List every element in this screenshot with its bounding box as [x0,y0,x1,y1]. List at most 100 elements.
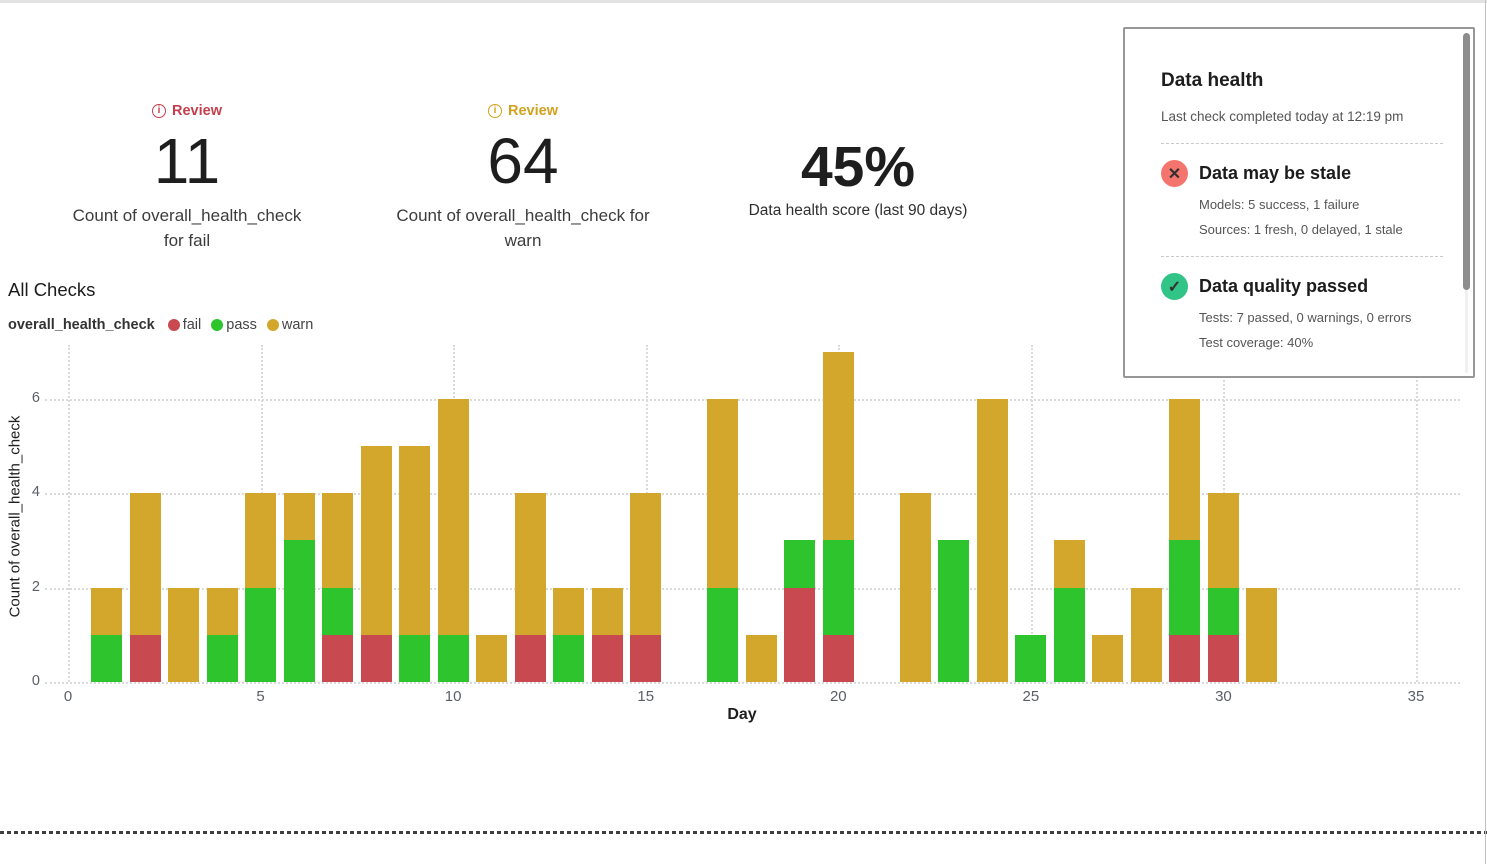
bar-day1-pass[interactable] [91,634,122,682]
bar-day20-warn[interactable] [822,351,854,541]
bar-day12-warn[interactable] [514,493,546,635]
gridline-y-6 [45,398,1460,401]
legend-label: fail [182,317,202,333]
kpi-label: Count of overall_health_check for warn [396,206,650,250]
bar-day22-warn[interactable] [899,493,931,682]
close-icon: ✕ [1161,160,1188,187]
bar-day8-warn[interactable] [360,446,392,635]
bar-day29-pass[interactable] [1169,540,1201,635]
bar-day6-warn[interactable] [283,493,315,541]
bar-day11-warn[interactable] [476,634,508,682]
pass-dot-icon [211,319,224,331]
check-icon: ✓ [1161,273,1188,300]
bar-day9-pass[interactable] [399,634,431,682]
bar-day18-warn[interactable] [745,634,777,682]
bar-day13-warn[interactable] [553,587,585,635]
bar-day14-warn[interactable] [591,587,623,635]
bar-day19-pass[interactable] [784,540,816,588]
data-quality-section: ✓ Data quality passed Tests: 7 passed, 0… [1161,273,1443,350]
bar-day6-pass[interactable] [283,540,315,682]
bar-day1-warn[interactable] [91,587,122,635]
bar-day4-warn[interactable] [206,587,238,635]
bar-day2-warn[interactable] [129,493,161,635]
bar-day25-pass[interactable] [1015,634,1047,682]
bar-day26-warn[interactable] [1053,540,1085,588]
legend-label: pass [226,317,257,333]
legend-item-fail[interactable]: fail [167,317,202,333]
review-badge-label: Review [508,103,558,119]
review-badge-label: Review [172,103,222,119]
review-badge-fail[interactable]: i Review [37,103,337,119]
legend-item-warn[interactable]: warn [266,317,313,333]
bar-day23-pass[interactable] [938,540,970,682]
kpi-value: 64 [487,125,559,197]
warn-dot-icon [266,319,279,331]
bar-day31-warn[interactable] [1246,587,1278,682]
bar-day4-pass[interactable] [206,634,238,682]
legend-title: overall_health_check [8,317,155,333]
panel-title: Data health [1161,70,1264,91]
panel-subtitle: Last check completed today at 12:19 pm [1161,109,1404,124]
chart-legend: overall_health_check fail pass warn [8,315,323,335]
kpi-warn-count: i Review 64 Count of overall_health_chec… [373,100,673,270]
bar-day13-pass[interactable] [553,634,585,682]
bar-day17-pass[interactable] [707,587,739,682]
y-tick-label: 6 [31,389,40,406]
gridline-x-25 [1030,345,1033,682]
y-tick-label: 4 [31,484,40,501]
bar-day7-warn[interactable] [322,493,354,588]
data-health-panel: Data health Last check completed today a… [1123,27,1475,378]
bar-day30-warn[interactable] [1207,493,1239,588]
legend-item-pass[interactable]: pass [211,317,257,333]
bar-day26-pass[interactable] [1053,587,1085,682]
bar-day20-fail[interactable] [822,634,854,682]
bar-day3-warn[interactable] [168,587,200,682]
bar-day2-fail[interactable] [129,634,161,682]
bar-day5-warn[interactable] [245,493,277,588]
bar-day7-fail[interactable] [322,634,354,682]
bar-day7-pass[interactable] [322,587,354,635]
x-tick-label: 30 [1215,688,1232,705]
bar-day28-warn[interactable] [1130,587,1162,682]
panel-scrollbar-thumb[interactable] [1463,33,1470,290]
x-tick-label: 35 [1407,688,1425,705]
bar-day27-warn[interactable] [1092,634,1124,682]
x-axis-title: Day [727,706,757,723]
bar-day20-pass[interactable] [822,540,854,635]
bar-day10-warn[interactable] [437,398,469,635]
gridline-y-0 [45,682,1460,684]
y-tick-label: 2 [31,578,40,595]
bar-day30-pass[interactable] [1207,587,1239,635]
right-edge-line [1485,0,1486,864]
legend-items: fail pass warn [167,317,324,333]
bar-day12-fail[interactable] [514,634,546,682]
models-status-line: Models: 5 success, 1 failure [1199,197,1360,212]
bar-day9-warn[interactable] [399,446,431,635]
divider [1161,256,1443,257]
x-tick-label: 10 [444,688,462,705]
gridline-x-0 [68,345,70,682]
section-head: ✕ Data may be stale [1161,160,1443,187]
y-axis-title: Count of overall_health_check [6,415,24,618]
bar-day10-pass[interactable] [437,634,469,682]
tests-status-line: Tests: 7 passed, 0 warnings, 0 errors [1199,310,1412,325]
kpi-label: Count of overall_health_check for fail [72,206,302,250]
bar-day30-fail[interactable] [1207,634,1239,682]
bar-day29-fail[interactable] [1169,634,1201,682]
kpi-fail-count: i Review 11 Count of overall_health_chec… [37,100,337,270]
top-border-strip [0,0,1487,3]
bar-day19-fail[interactable] [784,587,816,682]
bar-day14-fail[interactable] [591,634,623,682]
bar-day5-pass[interactable] [245,587,277,682]
bar-day29-warn[interactable] [1169,398,1201,541]
stale-data-section: ✕ Data may be stale Models: 5 success, 1… [1161,160,1443,237]
kpi-label: Data health score (last 90 days) [748,202,968,219]
bar-day8-fail[interactable] [360,634,392,682]
bar-day17-warn[interactable] [707,398,739,588]
bar-day15-fail[interactable] [630,634,662,682]
x-tick-label: 15 [637,688,655,705]
bar-day24-warn[interactable] [976,398,1008,682]
bar-day15-warn[interactable] [630,493,662,635]
review-badge-warn[interactable]: i Review [373,103,673,119]
